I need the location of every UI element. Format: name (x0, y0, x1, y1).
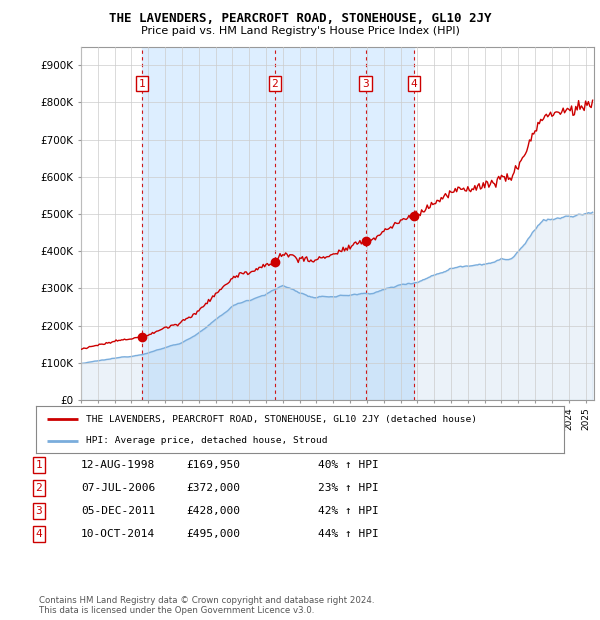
Bar (365, 46, 413, 400)
Text: 23% ↑ HPI: 23% ↑ HPI (318, 483, 379, 493)
Text: Contains HM Land Registry data © Crown copyright and database right 2024.
This d: Contains HM Land Registry data © Crown c… (39, 596, 374, 615)
Text: 3: 3 (362, 79, 369, 89)
Text: Price paid vs. HM Land Registry's House Price Index (HPI): Price paid vs. HM Land Registry's House … (140, 26, 460, 36)
Text: 12-AUG-1998: 12-AUG-1998 (81, 460, 155, 470)
Text: 3: 3 (35, 506, 43, 516)
Bar (275, 46, 365, 400)
Text: HPI: Average price, detached house, Stroud: HPI: Average price, detached house, Stro… (86, 436, 328, 446)
Text: 05-DEC-2011: 05-DEC-2011 (81, 506, 155, 516)
Text: 1: 1 (139, 79, 145, 89)
Text: 44% ↑ HPI: 44% ↑ HPI (318, 529, 379, 539)
Text: THE LAVENDERS, PEARCROFT ROAD, STONEHOUSE, GL10 2JY (detached house): THE LAVENDERS, PEARCROFT ROAD, STONEHOUS… (86, 415, 477, 423)
Text: 10-OCT-2014: 10-OCT-2014 (81, 529, 155, 539)
Text: 1: 1 (35, 460, 43, 470)
Text: £372,000: £372,000 (186, 483, 240, 493)
Text: 2: 2 (271, 79, 278, 89)
Text: 2: 2 (35, 483, 43, 493)
Text: 4: 4 (410, 79, 417, 89)
Text: 07-JUL-2006: 07-JUL-2006 (81, 483, 155, 493)
Text: 4: 4 (35, 529, 43, 539)
Text: £169,950: £169,950 (186, 460, 240, 470)
Bar (142, 46, 275, 400)
Text: THE LAVENDERS, PEARCROFT ROAD, STONEHOUSE, GL10 2JY: THE LAVENDERS, PEARCROFT ROAD, STONEHOUS… (109, 12, 491, 25)
Text: 42% ↑ HPI: 42% ↑ HPI (318, 506, 379, 516)
Text: £428,000: £428,000 (186, 506, 240, 516)
Text: 40% ↑ HPI: 40% ↑ HPI (318, 460, 379, 470)
Text: £495,000: £495,000 (186, 529, 240, 539)
